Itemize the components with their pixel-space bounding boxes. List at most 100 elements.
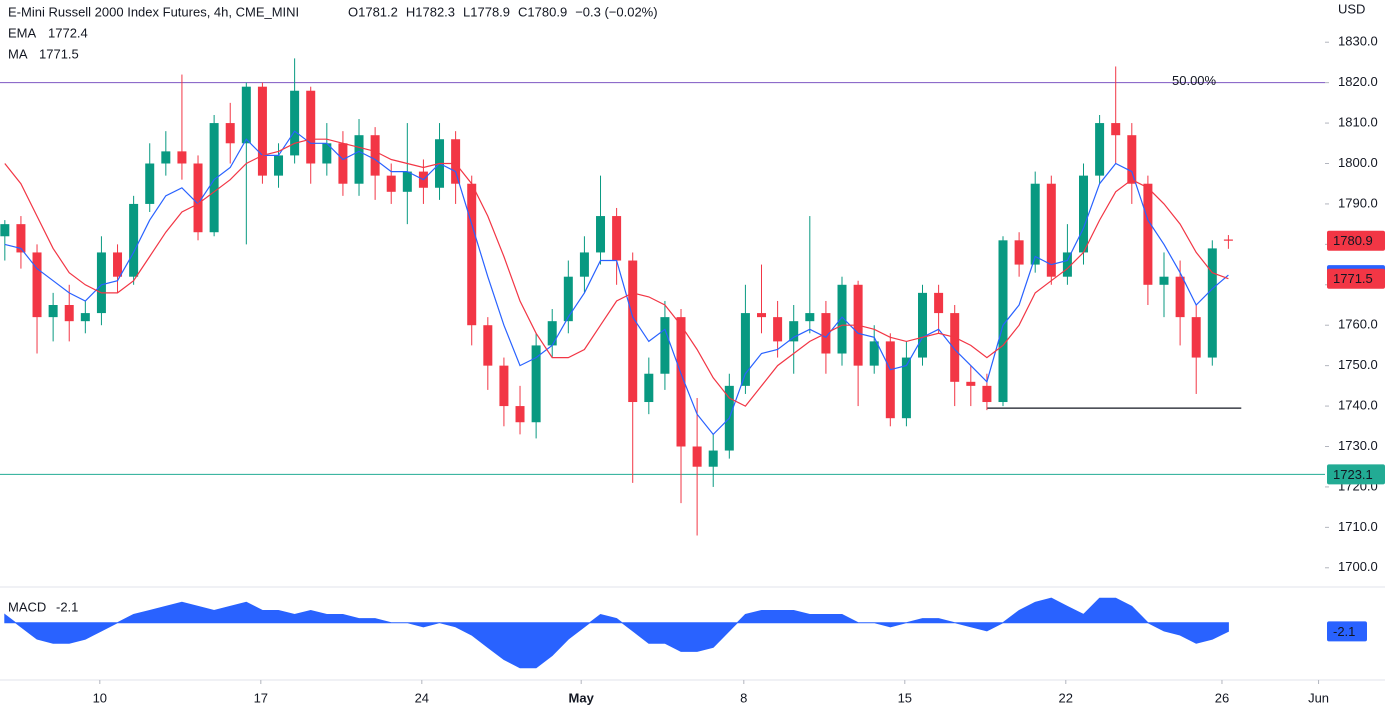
candle-body <box>1095 123 1105 176</box>
candle-body <box>515 406 525 423</box>
candle-body <box>757 313 767 318</box>
candle-body <box>241 86 251 144</box>
ma-price-label: 1771.5 <box>1333 271 1373 286</box>
candle-body <box>467 183 477 326</box>
candle-body <box>161 151 171 164</box>
candle-body <box>48 305 58 318</box>
candle-body <box>338 143 348 184</box>
candle-body <box>225 123 235 144</box>
indicator-line <box>4 138 1229 407</box>
candle-body <box>547 321 557 346</box>
candle-body <box>628 260 638 403</box>
candle-body <box>0 224 10 237</box>
candle-body <box>563 276 573 322</box>
candle-body <box>596 216 606 253</box>
chart-title: E-Mini Russell 2000 Index Futures, 4h, C… <box>8 4 299 19</box>
candle-body <box>1159 276 1169 285</box>
candle-body <box>290 90 300 156</box>
candle-body <box>982 385 992 403</box>
x-tick-label: 26 <box>1215 690 1229 705</box>
candle-body <box>64 305 74 322</box>
y-tick-label: 1740.0 <box>1338 398 1378 413</box>
candle-body <box>998 240 1008 403</box>
candle-body <box>16 224 26 253</box>
candle-body <box>402 171 412 192</box>
candle-body <box>692 446 702 467</box>
candle-body <box>708 450 718 467</box>
candle-body <box>1207 248 1217 358</box>
candle-body <box>386 175 396 192</box>
x-tick-label: 24 <box>415 690 429 705</box>
candle-body <box>676 317 686 447</box>
candle-body <box>531 345 541 423</box>
candle-body <box>322 143 332 164</box>
candle-body <box>837 284 847 354</box>
last-price-label-box <box>1327 230 1385 251</box>
candle-body <box>483 325 493 366</box>
candle-body <box>869 341 879 366</box>
candle-body <box>1014 240 1024 265</box>
ohlc-label: −0.3 (−0.02%) <box>575 4 657 19</box>
macd-name: MACD <box>8 599 46 614</box>
ohlc-label: H1782.3 <box>406 4 455 19</box>
ohlc-label: C1780.9 <box>518 4 567 19</box>
line-label: 50.00% <box>1172 73 1217 88</box>
x-tick-label: 15 <box>898 690 912 705</box>
candle-body <box>499 365 509 407</box>
x-tick-label: 17 <box>254 690 268 705</box>
y-tick-label: 1810.0 <box>1338 115 1378 130</box>
y-tick-label: 1750.0 <box>1338 357 1378 372</box>
candle-body <box>96 252 106 314</box>
x-tick-label: May <box>569 690 595 705</box>
candle-body <box>789 321 799 342</box>
candle-body <box>1175 276 1185 318</box>
x-tick-label: 8 <box>740 690 747 705</box>
legend-value: 1771.5 <box>39 46 79 61</box>
candle-body <box>918 292 928 358</box>
x-tick-label: 22 <box>1059 690 1073 705</box>
indicator-line <box>4 130 1229 436</box>
candle-body <box>1030 183 1040 265</box>
macd-price-box <box>1327 621 1367 642</box>
candle-body <box>773 317 783 342</box>
y-tick-label: 1830.0 <box>1338 34 1378 49</box>
candle-body <box>660 317 670 374</box>
candle-body <box>966 381 976 386</box>
candle-body <box>80 313 90 322</box>
candle-body <box>1062 252 1072 277</box>
candle-body <box>950 313 960 382</box>
candle-body <box>805 313 815 322</box>
candle-body <box>1046 183 1056 277</box>
candle-body <box>740 313 750 386</box>
candle-body <box>934 292 944 314</box>
candle-body <box>113 252 123 277</box>
candle-body <box>257 86 267 176</box>
y-tick-label: 1710.0 <box>1338 519 1378 534</box>
legend-value: 1772.4 <box>48 25 88 40</box>
hline-price-label-box <box>1327 464 1385 485</box>
candle-body <box>274 155 284 176</box>
y-tick-label: 1700.0 <box>1338 559 1378 574</box>
currency: USD <box>1338 1 1365 16</box>
y-tick-label: 1790.0 <box>1338 195 1378 210</box>
y-tick-label: 1820.0 <box>1338 74 1378 89</box>
candle-body <box>129 203 139 277</box>
candle-body <box>354 135 364 184</box>
candle-body <box>885 341 895 419</box>
macd-price-label: -2.1 <box>1333 624 1355 639</box>
candle-body <box>1111 123 1121 136</box>
macd-area <box>4 597 1229 669</box>
candle-body <box>193 163 203 233</box>
candle-body <box>370 135 380 176</box>
candle-body <box>1143 183 1153 285</box>
candle-body <box>451 139 461 184</box>
candle-body <box>1127 135 1137 184</box>
candle-body <box>306 90 316 164</box>
candle-body <box>1079 175 1089 253</box>
candle-body <box>1191 317 1201 358</box>
ohlc-label: O1781.2 <box>348 4 398 19</box>
candle-body <box>579 252 589 277</box>
x-tick-label: 10 <box>93 690 107 705</box>
